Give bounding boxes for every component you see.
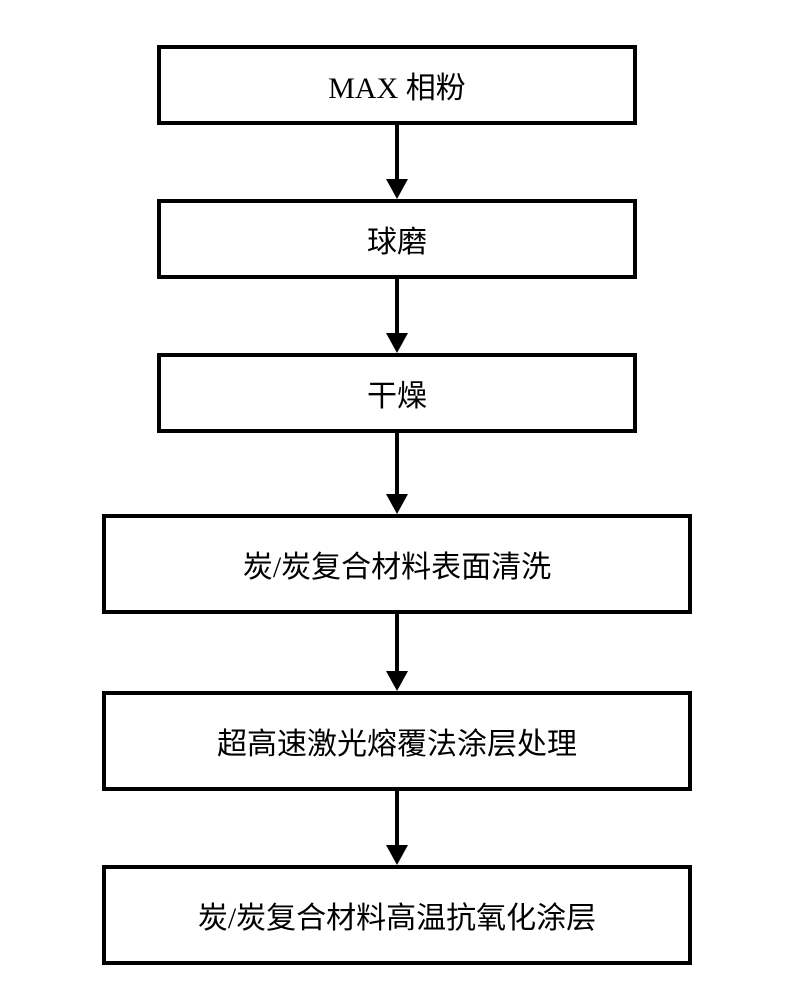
- flow-node-6-label: 炭/炭复合材料高温抗氧化涂层: [198, 893, 596, 937]
- flow-node-4: 炭/炭复合材料表面清洗: [102, 514, 692, 614]
- flow-node-6: 炭/炭复合材料高温抗氧化涂层: [102, 865, 692, 965]
- arrow-line: [395, 125, 399, 180]
- arrow-line: [395, 614, 399, 672]
- flow-node-3-label: 干燥: [367, 371, 427, 415]
- flow-arrow-3: [386, 433, 408, 514]
- flow-node-5-label: 超高速激光熔覆法涂层处理: [217, 719, 577, 763]
- arrow-head-icon: [386, 671, 408, 691]
- flow-arrow-2: [386, 279, 408, 353]
- arrow-line: [395, 791, 399, 846]
- flow-arrow-1: [386, 125, 408, 199]
- flow-arrow-4: [386, 614, 408, 691]
- arrow-head-icon: [386, 179, 408, 199]
- arrow-head-icon: [386, 333, 408, 353]
- flow-node-3: 干燥: [157, 353, 637, 433]
- flow-arrow-5: [386, 791, 408, 865]
- flow-node-1-label: MAX 相粉: [328, 63, 466, 107]
- flow-node-2-label: 球磨: [367, 217, 427, 261]
- arrow-line: [395, 433, 399, 495]
- arrow-line: [395, 279, 399, 334]
- flow-node-1: MAX 相粉: [157, 45, 637, 125]
- flow-node-4-label: 炭/炭复合材料表面清洗: [243, 542, 551, 586]
- flowchart-container: MAX 相粉 球磨 干燥 炭/炭复合材料表面清洗 超高速激光熔覆法涂层处理 炭/…: [102, 45, 692, 965]
- flow-node-2: 球磨: [157, 199, 637, 279]
- arrow-head-icon: [386, 845, 408, 865]
- flow-node-5: 超高速激光熔覆法涂层处理: [102, 691, 692, 791]
- arrow-head-icon: [386, 494, 408, 514]
